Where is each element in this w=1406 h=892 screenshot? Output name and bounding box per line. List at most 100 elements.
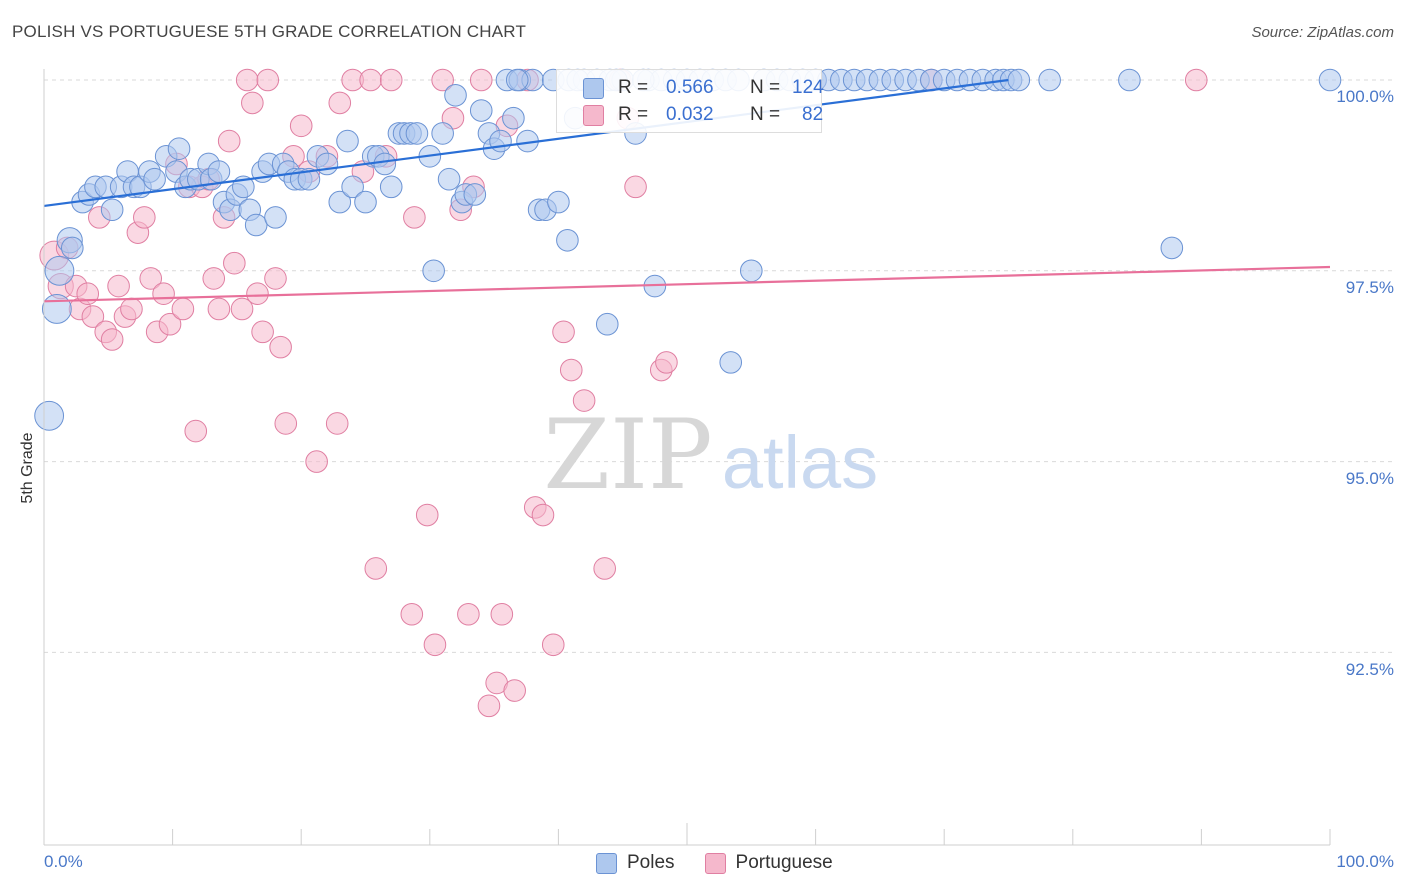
portuguese-point [531, 503, 555, 527]
chart-title: POLISH VS PORTUGUESE 5TH GRADE CORRELATI… [12, 22, 527, 41]
poles-point [1160, 236, 1184, 260]
portuguese-point [207, 297, 231, 321]
poles-point [1318, 68, 1342, 92]
series-legend: Poles Portuguese [596, 852, 853, 874]
chart-source: Source: ZipAtlas.com [1251, 24, 1394, 41]
portuguese-point [158, 312, 182, 336]
legend-item-portuguese[interactable]: Portuguese [704, 852, 833, 874]
portuguese-point [359, 68, 382, 92]
poles-point [1118, 68, 1141, 92]
portuguese-point [490, 602, 514, 626]
portuguese-point [230, 297, 254, 321]
portuguese-point [624, 175, 647, 199]
poles-trend-line [43, 78, 1009, 208]
y-axis-label: 5th Grade [19, 432, 36, 504]
poles-r-label: R = [618, 77, 649, 98]
poles-point [328, 190, 352, 214]
trend-layer [43, 78, 1331, 303]
poles-n-label: N = [750, 77, 781, 98]
portuguese-point [503, 679, 526, 702]
portuguese-point [415, 503, 439, 527]
portuguese-r-value: 0.032 [666, 104, 714, 125]
portuguese-legend-swatch [704, 852, 726, 874]
portuguese-point [264, 267, 287, 290]
poles-point [315, 152, 339, 176]
poles-point [100, 198, 124, 222]
legend-item-poles[interactable]: Poles [596, 852, 675, 874]
x-tick-label-max: 100.0% [1336, 852, 1394, 871]
poles-point [422, 259, 445, 283]
portuguese-point [559, 358, 583, 382]
portuguese-point [364, 557, 388, 580]
stats-legend: R = 0.566 N = 124 R = 0.032 N = 82 [556, 69, 824, 133]
portuguese-point [246, 282, 269, 305]
poles-point [595, 312, 619, 336]
poles-point [41, 294, 72, 324]
portuguese-point [274, 412, 298, 435]
poles-swatch [583, 77, 604, 99]
x-tick-label-min: 0.0% [44, 852, 83, 871]
portuguese-point [423, 633, 447, 657]
poles-point [143, 167, 166, 191]
poles-point [505, 68, 529, 92]
portuguese-point [139, 267, 163, 290]
portuguese-point [477, 694, 501, 718]
poles-point [244, 213, 268, 237]
portuguese-point [171, 297, 195, 321]
poles-point [444, 83, 467, 107]
portuguese-point [328, 91, 352, 115]
poles-point [719, 351, 743, 374]
poles-point [437, 167, 461, 191]
poles-point [44, 255, 75, 286]
poles-point [1007, 68, 1031, 92]
portuguese-legend-label: Portuguese [735, 852, 833, 873]
portuguese-point [379, 68, 403, 92]
portuguese-point [431, 68, 454, 92]
portuguese-point [593, 557, 616, 580]
portuguese-point [325, 412, 349, 435]
poles-point [60, 236, 84, 260]
poles-point [547, 190, 570, 214]
poles-r-value: 0.566 [666, 77, 714, 98]
y-tick-label: 97.5% [1345, 278, 1394, 297]
portuguese-point [107, 274, 130, 298]
poles-point [405, 122, 429, 145]
poles-point [264, 206, 287, 229]
portuguese-point [305, 450, 328, 473]
y-tick-label: 100.0% [1336, 87, 1394, 106]
watermark-atlas: atlas [722, 421, 878, 504]
portuguese-point [152, 282, 175, 305]
portuguese-point [184, 419, 208, 443]
portuguese-point [269, 335, 292, 359]
portuguese-point [400, 602, 424, 626]
portuguese-n-value: 82 [802, 104, 824, 125]
portuguese-point [241, 91, 264, 115]
poles-point [469, 99, 493, 122]
portuguese-point [457, 602, 480, 626]
portuguese-point [655, 351, 678, 374]
portuguese-point [552, 320, 575, 344]
grid-layer [44, 79, 1392, 653]
axis-layer [43, 69, 1331, 846]
portuguese-point [541, 633, 565, 657]
stats-row-poles: R = 0.566 N = 124 [583, 76, 824, 100]
portuguese-point [289, 114, 313, 138]
poles-point [167, 137, 191, 160]
points-layer [34, 68, 1342, 718]
poles-point [431, 122, 454, 145]
poles-point [463, 183, 487, 206]
portuguese-point [217, 129, 241, 153]
portuguese-point [100, 328, 124, 351]
y-tick-label: 92.5% [1345, 660, 1394, 679]
stats-row-portuguese: R = 0.032 N = 82 [583, 103, 823, 127]
poles-legend-label: Poles [627, 852, 675, 873]
poles-point [207, 160, 231, 183]
portuguese-point [223, 251, 246, 275]
watermark-zip: ZIP [543, 399, 712, 511]
portuguese-swatch [583, 104, 604, 126]
portuguese-point [133, 206, 156, 229]
poles-point [341, 175, 364, 199]
portuguese-point [572, 389, 596, 412]
portuguese-point [251, 320, 274, 344]
portuguese-point [1184, 68, 1208, 92]
